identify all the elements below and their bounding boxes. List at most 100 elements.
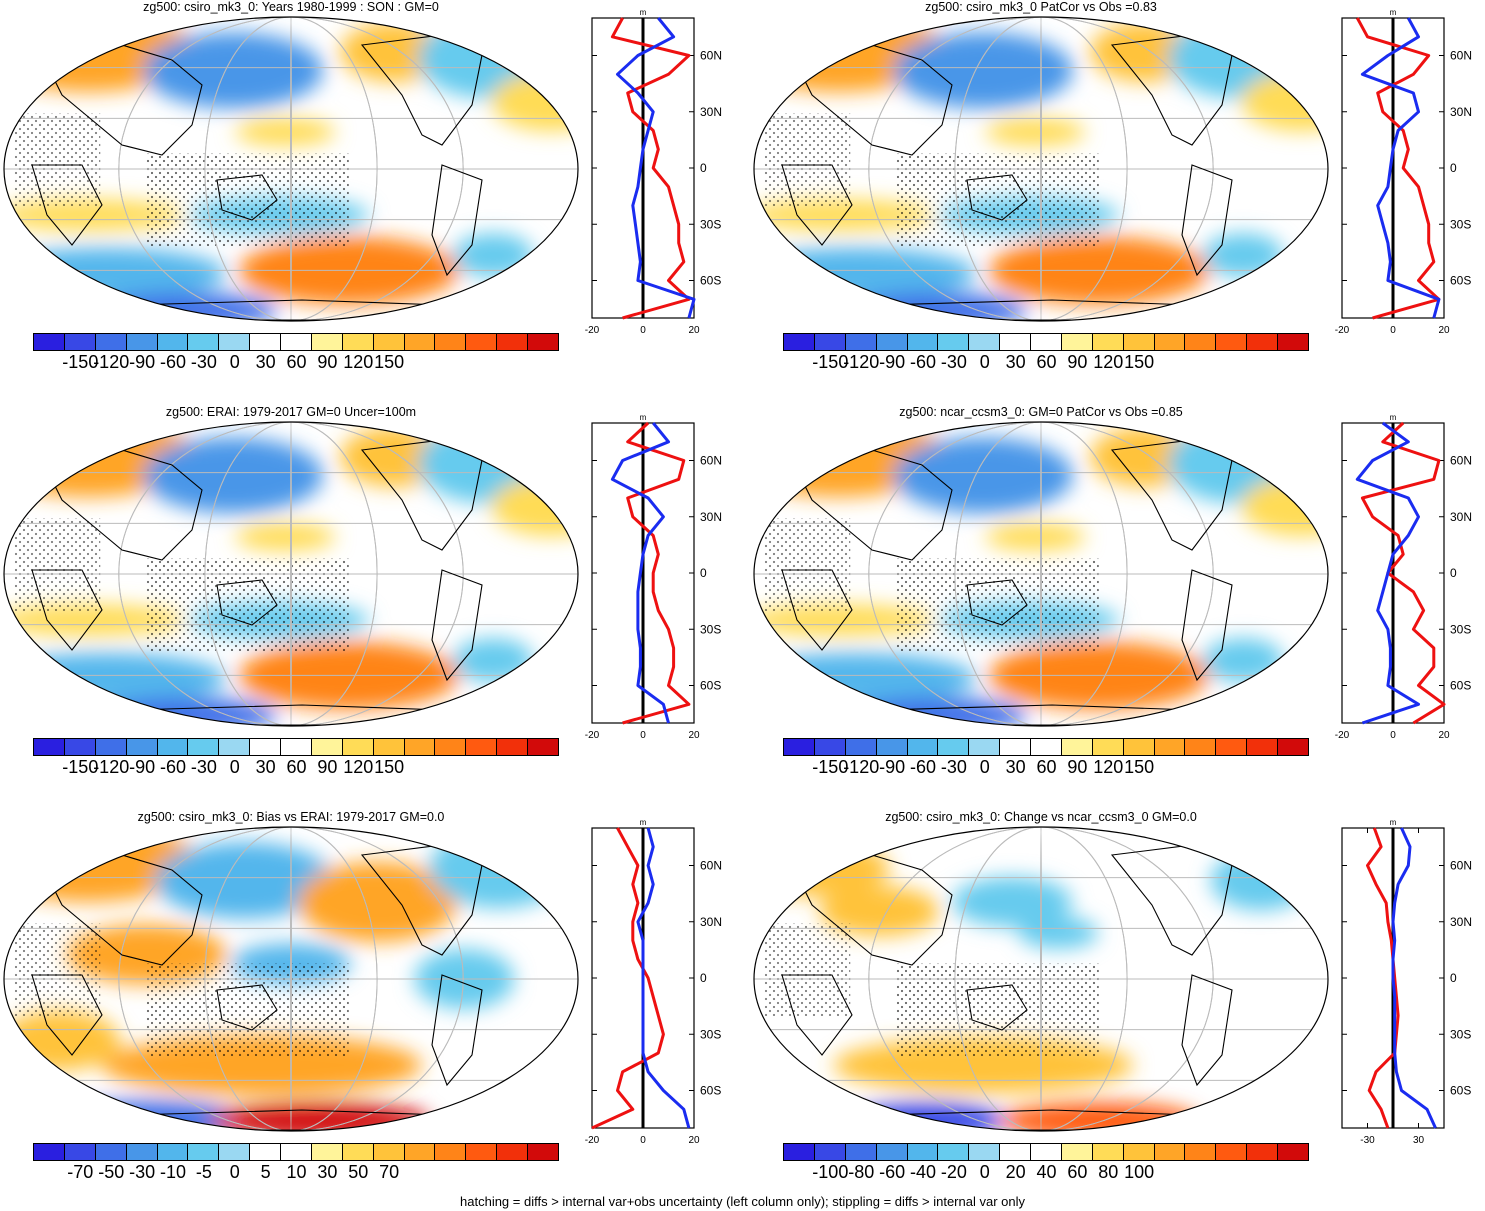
profile-units: m	[640, 818, 647, 827]
coastline	[781, 974, 853, 1056]
colorbar-swatch	[33, 1143, 65, 1161]
profile-x-tick-label: -20	[585, 325, 600, 336]
contour-region	[154, 842, 335, 919]
profile-units: m	[640, 8, 647, 17]
contour-region	[143, 32, 324, 109]
colorbar-swatch	[906, 738, 939, 756]
map-svg	[3, 826, 579, 1132]
profile-series-blue	[610, 422, 670, 724]
profile-y-tick-label: 30S	[1450, 622, 1471, 636]
colorbar-tick-label: 90	[317, 757, 338, 777]
colorbar-tick-label: 60	[1036, 757, 1057, 777]
profile-y-tick-label: 60S	[700, 679, 721, 693]
colorbar-labels: -150 -120 -90 -60 -30 0 30 60 90 120 150	[34, 757, 559, 779]
profile-y-tick-label: 60S	[700, 1084, 721, 1098]
profile-units: m	[1390, 818, 1397, 827]
colorbar-tick-label: 0	[979, 1162, 990, 1182]
profile-x-tick-label: 20	[1438, 730, 1450, 741]
contour-region	[4, 199, 184, 232]
contour-region	[235, 523, 336, 552]
colorbar-tick-label: -150	[62, 352, 99, 372]
colorbar-swatch	[844, 333, 877, 351]
colorbar-swatch	[1030, 1143, 1062, 1161]
profile-y-tick-label: 0	[1450, 971, 1457, 985]
profile-units: m	[640, 413, 647, 422]
colorbar-swatch	[906, 1143, 939, 1161]
map-panel	[2, 420, 580, 733]
profile-x-tick-label: 0	[1390, 730, 1396, 741]
profile-x-tick-label: -20	[1335, 730, 1350, 741]
profile-y-tick-label: 30S	[1450, 217, 1471, 231]
colorbar-tick-label: 30	[317, 1162, 338, 1182]
colorbar-labels: -150 -120 -90 -60 -30 0 30 60 90 120 150	[34, 352, 559, 374]
colorbar	[33, 333, 559, 351]
colorbar-swatch	[1060, 1143, 1093, 1161]
profile-x-tick-label: 0	[640, 730, 646, 741]
coastline	[431, 569, 483, 682]
profile-x-tick-label: -30	[1360, 1135, 1375, 1146]
map-panel	[2, 15, 580, 328]
profile-y-tick-label: 60N	[700, 454, 722, 468]
zonal-profile: m -20 0 20 60N 30N 0 30S 60S	[582, 810, 764, 1155]
zonal-profile: m -20 0 20 60N 30N 0 30S 60S	[582, 405, 764, 750]
colorbar-swatch	[218, 738, 251, 756]
colorbar-tick-label: -30	[940, 352, 967, 372]
coastline	[41, 44, 203, 156]
colorbar-swatch	[999, 1143, 1031, 1161]
colorbar-tick-label: -70	[67, 1162, 94, 1182]
contour-region	[4, 604, 184, 637]
profile-series-blue	[1355, 421, 1420, 725]
colorbar-tick-label: -90	[129, 757, 156, 777]
colorbar-tick-label: 0	[979, 757, 990, 777]
coastline	[966, 579, 1028, 626]
coastline	[31, 974, 103, 1056]
colorbar-swatch	[310, 333, 343, 351]
colorbar-swatch	[527, 738, 559, 756]
profile-y-tick-label: 60N	[1450, 49, 1472, 63]
profile-x-tick-label: -20	[1335, 325, 1350, 336]
profile-y-tick-label: 30S	[700, 217, 721, 231]
colorbar-swatch	[249, 738, 281, 756]
colorbar-swatch	[813, 333, 846, 351]
colorbar-swatch	[496, 333, 528, 351]
profile-y-tick-label: 60N	[1450, 454, 1472, 468]
colorbar-labels: -100 -80 -60 -40 -20 0 20 40 60 80 100	[784, 1162, 1309, 1184]
colorbar-swatch	[310, 738, 343, 756]
coastline	[216, 174, 278, 221]
colorbar-swatch	[1153, 1143, 1186, 1161]
profile-series-red	[591, 827, 665, 1130]
colorbar-swatch	[1277, 333, 1309, 351]
coastline	[966, 984, 1028, 1031]
profile-y-tick-label: 60S	[1450, 274, 1471, 288]
profile-y-tick-label: 0	[700, 161, 707, 175]
colorbar-tick-label: 60	[1036, 352, 1057, 372]
coastline	[431, 974, 483, 1087]
contour-region	[985, 118, 1086, 147]
profile-series-red	[1355, 17, 1441, 320]
colorbar-swatch	[1246, 738, 1278, 756]
colorbar-swatch	[937, 333, 970, 351]
colorbar-swatch	[1060, 333, 1093, 351]
colorbar-tick-label: -100	[812, 1162, 849, 1182]
coastline	[31, 569, 103, 651]
contour-region	[754, 604, 934, 637]
colorbar-swatch	[125, 333, 158, 351]
colorbar-swatch	[844, 738, 877, 756]
colorbar-tick-label: 60	[1067, 1162, 1088, 1182]
colorbar-tick-label: -60	[159, 757, 186, 777]
colorbar-tick-label: 80	[1098, 1162, 1119, 1182]
colorbar-swatch	[465, 1143, 498, 1161]
colorbar-swatch	[1122, 333, 1155, 351]
profile-y-tick-label: 30N	[700, 105, 722, 119]
colorbar-swatch	[1153, 738, 1186, 756]
colorbar-swatch	[1030, 738, 1062, 756]
colorbar-swatch	[1184, 1143, 1217, 1161]
colorbar-swatch	[218, 1143, 251, 1161]
colorbar-swatch	[63, 1143, 96, 1161]
colorbar-tick-label: -60	[159, 352, 186, 372]
colorbar-swatch	[968, 333, 1001, 351]
colorbar-swatch	[63, 333, 96, 351]
colorbar-swatch	[434, 333, 467, 351]
map-svg	[3, 421, 579, 727]
colorbar	[783, 738, 1309, 756]
